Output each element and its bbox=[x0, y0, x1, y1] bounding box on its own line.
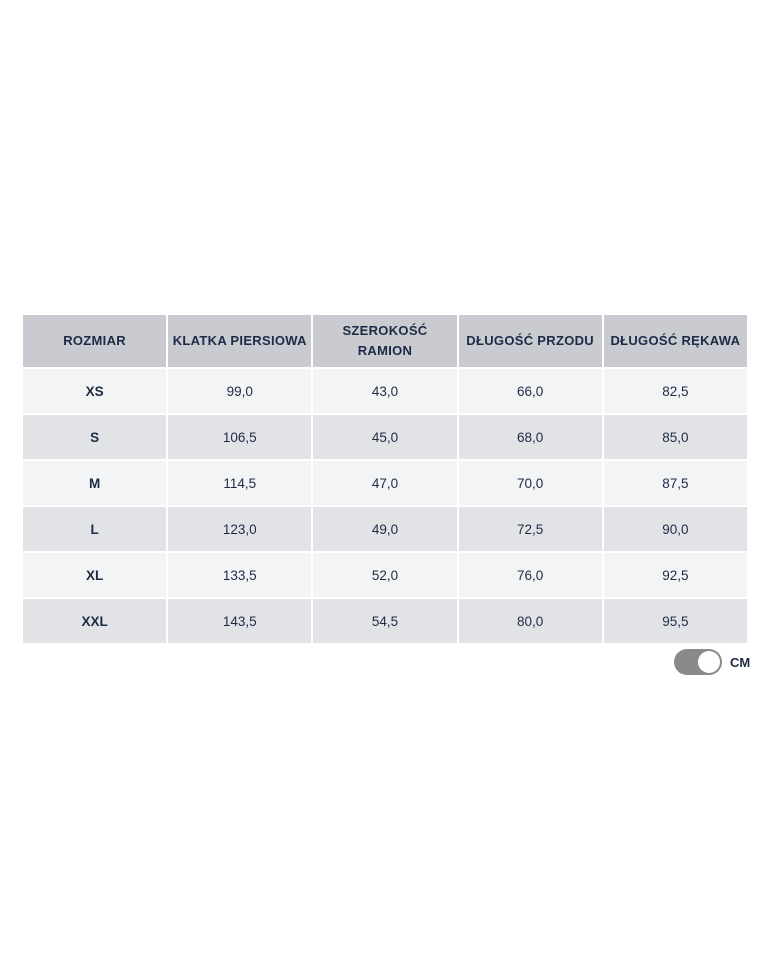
measurement-cell: 143,5 bbox=[168, 599, 312, 643]
table-row: M 114,5 47,0 70,0 87,5 bbox=[23, 461, 747, 505]
measurement-cell: 68,0 bbox=[458, 415, 602, 459]
size-cell: XS bbox=[23, 369, 167, 413]
size-cell: XXL bbox=[23, 599, 167, 643]
measurement-cell: 92,5 bbox=[603, 553, 747, 597]
measurement-cell: 82,5 bbox=[603, 369, 747, 413]
measurement-cell: 76,0 bbox=[458, 553, 602, 597]
measurement-cell: 52,0 bbox=[313, 553, 457, 597]
measurement-cell: 72,5 bbox=[458, 507, 602, 551]
measurement-cell: 114,5 bbox=[168, 461, 312, 505]
measurement-cell: 95,5 bbox=[603, 599, 747, 643]
table-row: XL 133,5 52,0 76,0 92,5 bbox=[23, 553, 747, 597]
table-row: XXL 143,5 54,5 80,0 95,5 bbox=[23, 599, 747, 643]
measurement-cell: 87,5 bbox=[603, 461, 747, 505]
measurement-cell: 70,0 bbox=[458, 461, 602, 505]
header-sleeve-length: DŁUGOŚĆ RĘKAWA bbox=[603, 315, 747, 367]
table-header-row: ROZMIAR KLATKA PIERSIOWA SZEROKOŚĆ RAMIO… bbox=[23, 315, 747, 367]
unit-toggle[interactable] bbox=[674, 649, 722, 675]
table-row: S 106,5 45,0 68,0 85,0 bbox=[23, 415, 747, 459]
measurement-cell: 49,0 bbox=[313, 507, 457, 551]
unit-switch: CM bbox=[674, 649, 750, 675]
measurement-cell: 133,5 bbox=[168, 553, 312, 597]
size-cell: XL bbox=[23, 553, 167, 597]
size-cell: M bbox=[23, 461, 167, 505]
measurement-cell: 99,0 bbox=[168, 369, 312, 413]
measurement-cell: 54,5 bbox=[313, 599, 457, 643]
measurement-cell: 45,0 bbox=[313, 415, 457, 459]
measurement-cell: 106,5 bbox=[168, 415, 312, 459]
header-chest: KLATKA PIERSIOWA bbox=[168, 315, 312, 367]
toggle-knob[interactable] bbox=[698, 651, 720, 673]
measurement-cell: 47,0 bbox=[313, 461, 457, 505]
header-shoulder-width: SZEROKOŚĆ RAMION bbox=[313, 315, 457, 367]
measurement-cell: 66,0 bbox=[458, 369, 602, 413]
table-row: XS 99,0 43,0 66,0 82,5 bbox=[23, 369, 747, 413]
header-front-length: DŁUGOŚĆ PRZODU bbox=[458, 315, 602, 367]
unit-label: CM bbox=[730, 654, 751, 670]
measurement-cell: 80,0 bbox=[458, 599, 602, 643]
header-size: ROZMIAR bbox=[23, 315, 167, 367]
size-cell: L bbox=[23, 507, 167, 551]
measurement-cell: 85,0 bbox=[603, 415, 747, 459]
table-row: L 123,0 49,0 72,5 90,0 bbox=[23, 507, 747, 551]
measurement-cell: 43,0 bbox=[313, 369, 457, 413]
size-chart-table: ROZMIAR KLATKA PIERSIOWA SZEROKOŚĆ RAMIO… bbox=[21, 313, 749, 645]
measurement-cell: 90,0 bbox=[603, 507, 747, 551]
size-cell: S bbox=[23, 415, 167, 459]
measurement-cell: 123,0 bbox=[168, 507, 312, 551]
